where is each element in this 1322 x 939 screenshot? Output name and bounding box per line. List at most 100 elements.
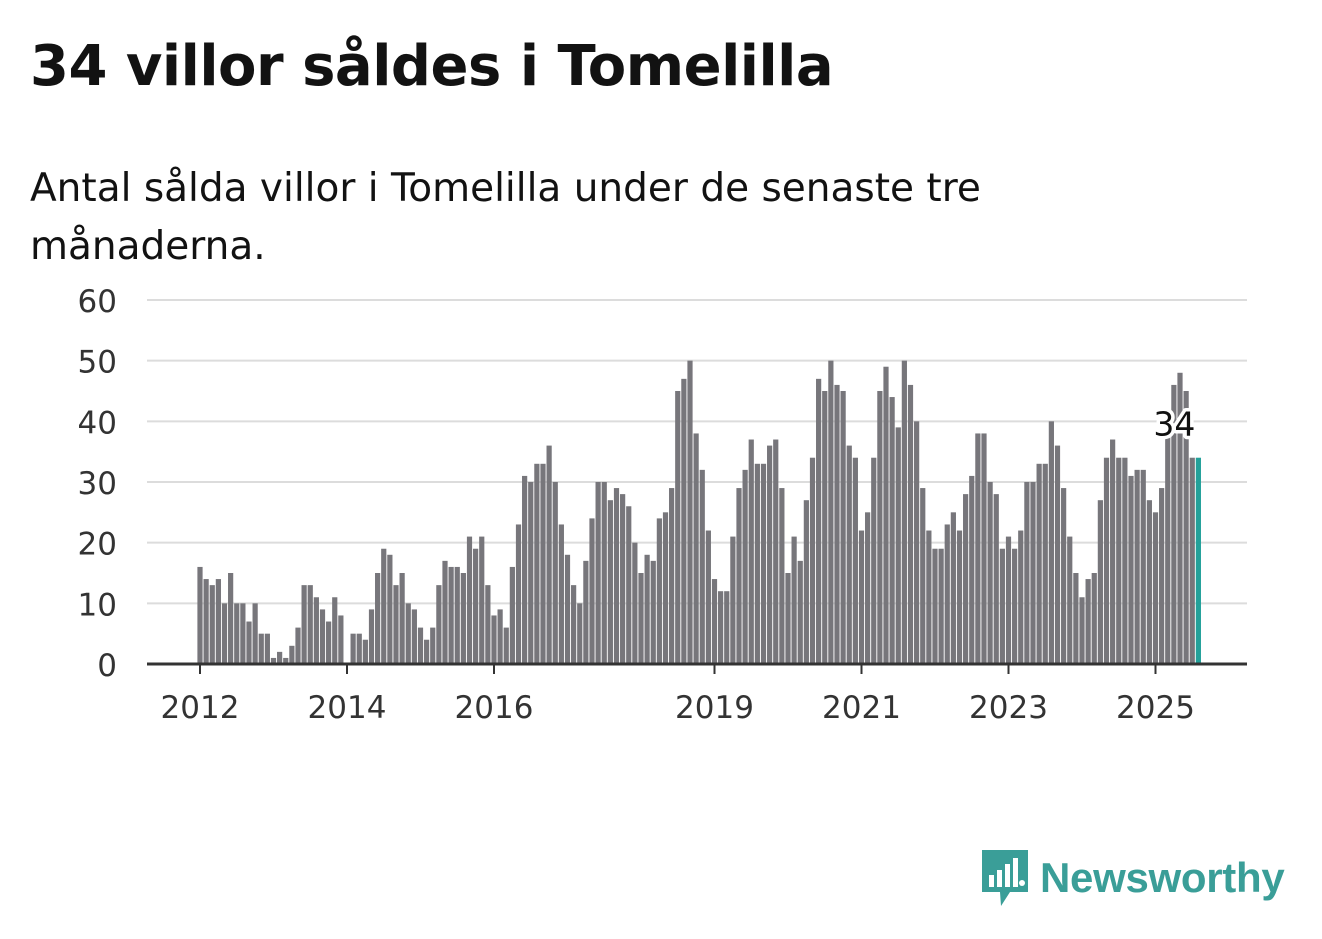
bar-chart: 0 10 20 30 40 50 60 2012 2014 2016 2019 2021 2023 202… <box>78 284 1247 726</box>
bar <box>240 603 246 664</box>
bar <box>1018 530 1024 664</box>
bar <box>724 591 730 664</box>
bar <box>871 457 877 664</box>
bar <box>417 627 424 664</box>
bar <box>1012 548 1018 664</box>
bar <box>993 494 999 664</box>
bar <box>1116 457 1122 664</box>
y-tick-label: 0 <box>97 648 117 684</box>
bar <box>1030 481 1036 664</box>
bar <box>809 457 816 664</box>
bar <box>1005 536 1012 664</box>
bar <box>803 500 809 664</box>
bar <box>491 615 497 664</box>
bar <box>460 573 466 664</box>
bar <box>454 566 460 664</box>
bar <box>969 475 975 664</box>
bar <box>1189 457 1195 664</box>
bar <box>644 554 650 664</box>
bar <box>816 378 822 664</box>
x-tick-label: 2023 <box>969 690 1048 726</box>
bar <box>515 524 522 664</box>
bar <box>252 603 258 664</box>
bar <box>1097 500 1103 664</box>
bar <box>785 573 791 664</box>
chart-title: 34 villor såldes i Tomelilla <box>30 34 834 99</box>
bar <box>705 530 711 664</box>
bar <box>607 500 613 664</box>
bar <box>411 609 417 664</box>
bar <box>1146 500 1152 664</box>
bar <box>295 627 301 664</box>
bar <box>920 488 926 664</box>
bar <box>822 390 828 664</box>
bar <box>656 518 662 664</box>
bar <box>1085 579 1091 664</box>
bar <box>914 421 920 664</box>
bar <box>277 651 283 664</box>
bar <box>1122 457 1128 664</box>
bar <box>693 433 699 664</box>
bar <box>981 433 987 664</box>
bar <box>944 524 950 664</box>
bar <box>877 390 883 664</box>
newsworthy-logo: Newsworthy <box>980 848 1285 908</box>
bar <box>571 585 577 664</box>
y-tick-label: 20 <box>78 527 117 563</box>
bar <box>399 573 405 664</box>
bar <box>852 457 858 664</box>
bar <box>1042 463 1048 664</box>
bar <box>1159 488 1165 664</box>
bar <box>381 548 387 664</box>
bar <box>632 542 638 664</box>
logo-text: Newsworthy <box>1040 854 1285 901</box>
bar <box>601 481 607 664</box>
bar <box>589 518 595 664</box>
bar <box>1110 439 1116 664</box>
bar <box>662 512 669 664</box>
bar <box>889 397 895 664</box>
y-tick-label: 30 <box>78 466 117 502</box>
x-tick-label: 2021 <box>822 690 901 726</box>
bar <box>1073 573 1079 664</box>
bar <box>718 591 724 664</box>
bar <box>332 597 338 664</box>
bar <box>938 548 944 664</box>
bar <box>699 469 705 664</box>
y-tick-label: 40 <box>78 405 117 441</box>
bar <box>834 384 840 664</box>
bar <box>534 463 540 664</box>
latest-value-label: 34 <box>1153 405 1195 444</box>
bar <box>1091 573 1097 664</box>
bar <box>675 390 681 664</box>
bar <box>442 560 448 664</box>
bar <box>987 481 993 664</box>
bar <box>681 378 687 664</box>
bar <box>1103 457 1110 664</box>
bar <box>1140 469 1146 664</box>
bar <box>1165 433 1171 664</box>
bar <box>730 536 736 664</box>
bar <box>466 536 473 664</box>
y-tick-label: 60 <box>78 284 117 320</box>
bar-chart-speech-bubble-icon <box>982 850 1028 906</box>
bar <box>1067 536 1073 664</box>
bar <box>479 536 485 664</box>
bar <box>932 548 938 664</box>
bar <box>797 560 803 664</box>
bar <box>430 627 436 664</box>
bar <box>926 530 932 664</box>
bar <box>1036 463 1042 664</box>
bar <box>828 360 834 664</box>
bar <box>760 463 767 664</box>
bar <box>742 469 748 664</box>
bar <box>209 585 215 664</box>
bar <box>473 548 479 664</box>
bar <box>840 390 846 664</box>
bar <box>754 463 760 664</box>
x-tick-label: 2025 <box>1116 690 1195 726</box>
bar <box>564 554 571 664</box>
bar <box>858 530 865 664</box>
bar <box>552 481 558 664</box>
bar <box>1079 597 1085 664</box>
